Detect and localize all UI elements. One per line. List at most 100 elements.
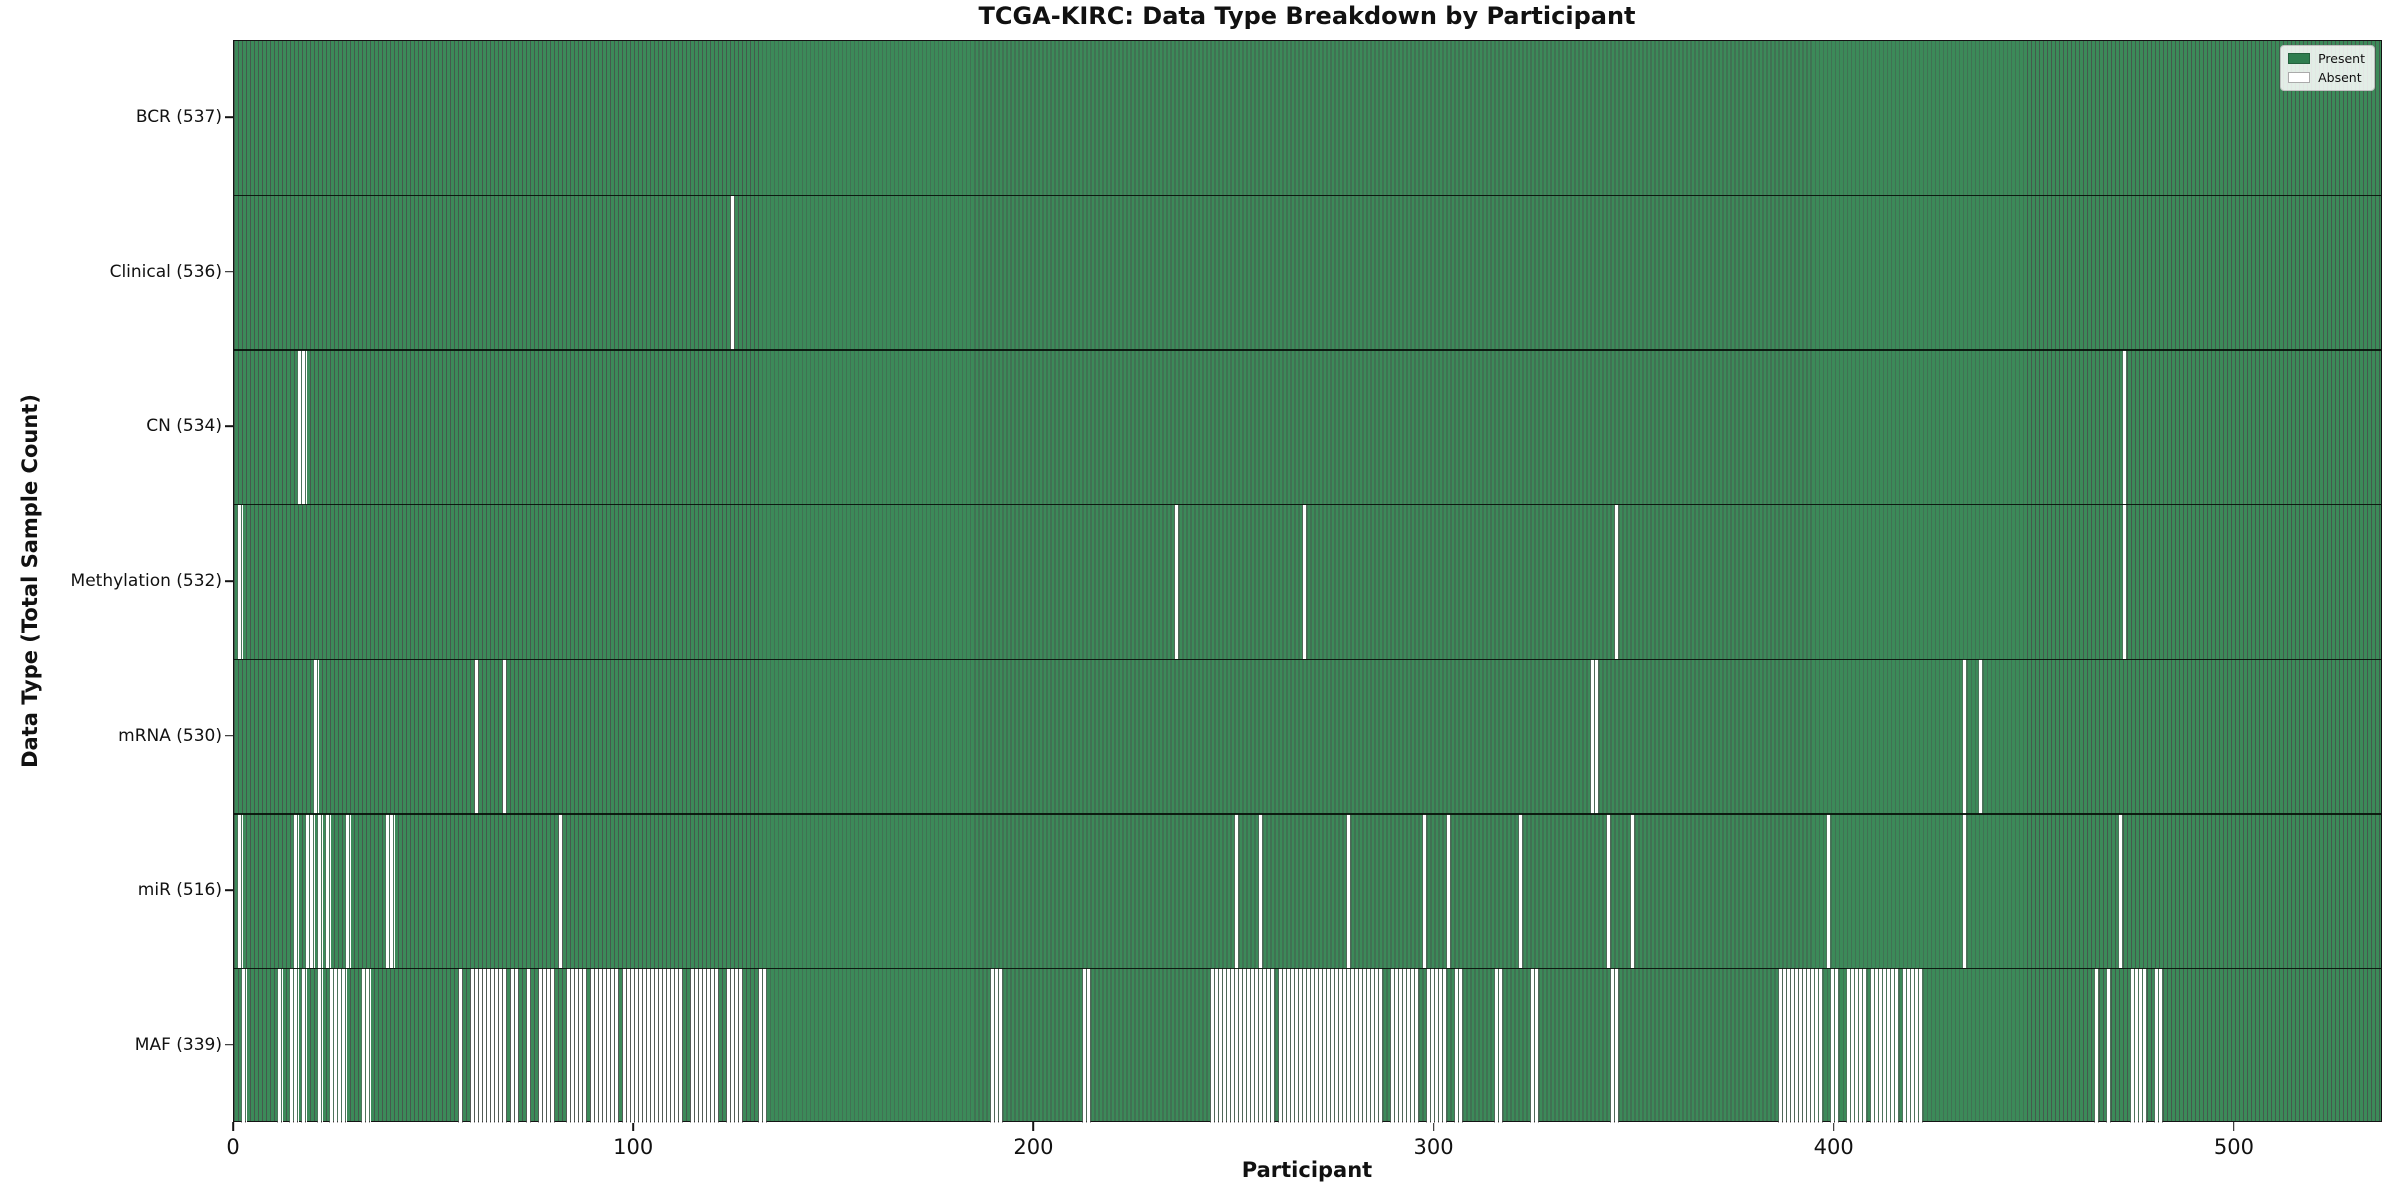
- absent-stripe-MAF: [241, 968, 247, 1123]
- y-tick-label-Methylation: Methylation (532): [70, 571, 222, 591]
- absent-stripe-MAF: [757, 968, 767, 1123]
- absent-stripe-MAF: [1830, 968, 1840, 1123]
- absent-stripe-miR: [2118, 813, 2124, 969]
- x-axis-label: Participant: [1241, 1158, 1373, 1182]
- absent-stripe-MAF: [1425, 968, 1448, 1123]
- legend-entry-absent: Absent: [2288, 70, 2365, 85]
- absent-stripe-Methylation: [237, 504, 243, 660]
- row-divider: [234, 194, 2381, 197]
- legend-entry-present: Present: [2288, 51, 2365, 66]
- absent-stripe-Methylation: [2122, 504, 2128, 660]
- row-divider: [234, 967, 2381, 970]
- x-tick-mark: [232, 1122, 234, 1131]
- x-tick-mark: [1032, 1122, 1035, 1131]
- absent-stripe-CN: [297, 350, 307, 505]
- absent-stripe-MAF: [537, 968, 555, 1123]
- absent-stripe-MAF: [509, 968, 519, 1123]
- absent-stripe-miR: [305, 813, 315, 969]
- absent-stripe-MAF: [621, 968, 683, 1123]
- x-tick-label: 0: [226, 1135, 240, 1159]
- absent-stripe-mRNA: [501, 659, 507, 814]
- absent-stripe-mRNA: [1590, 659, 1600, 814]
- x-tick-label: 100: [613, 1135, 654, 1159]
- absent-stripe-miR: [1518, 813, 1524, 969]
- absent-stripe-MAF: [469, 968, 507, 1123]
- absent-stripe-MAF: [689, 968, 719, 1123]
- absent-stripe-miR: [1962, 813, 1968, 969]
- absent-stripe-MAF: [2130, 968, 2148, 1123]
- x-tick-label: 300: [1413, 1135, 1454, 1159]
- absent-stripe-mRNA: [1962, 659, 1968, 814]
- x-tick-mark: [2233, 1122, 2235, 1131]
- absent-stripe-miR: [1233, 813, 1240, 969]
- absent-stripe-MAF: [525, 968, 531, 1123]
- absent-stripe-miR: [317, 813, 323, 969]
- absent-stripe-MAF: [1778, 968, 1824, 1123]
- absent-stripe-miR: [1630, 813, 1636, 969]
- plot-area: Present Absent: [233, 40, 2382, 1123]
- y-tick-mark: [225, 116, 233, 119]
- absent-stripe-miR: [345, 813, 351, 969]
- x-tick-mark: [632, 1122, 634, 1131]
- absent-stripe-mRNA: [313, 659, 319, 814]
- absent-stripe-miR: [1257, 813, 1264, 969]
- y-tick-label-MAF: MAF (339): [134, 1034, 222, 1055]
- absent-stripe-MAF: [2094, 968, 2100, 1123]
- absent-stripe-MAF: [1081, 968, 1091, 1123]
- absent-stripe-Clinical: [729, 195, 735, 351]
- x-tick-label: 500: [2213, 1135, 2254, 1159]
- absent-stripe-miR: [1421, 813, 1428, 969]
- absent-stripe-Methylation: [1614, 504, 1620, 660]
- absent-stripe-miR: [293, 813, 299, 969]
- x-tick-mark: [1432, 1122, 1435, 1131]
- chart-title: TCGA-KIRC: Data Type Breakdown by Partic…: [978, 2, 1636, 30]
- y-tick-mark: [225, 889, 233, 891]
- absent-stripe-miR: [1345, 813, 1352, 969]
- absent-stripe-MAF: [989, 968, 1003, 1123]
- absent-stripe-MAF: [725, 968, 743, 1123]
- absent-stripe-mRNA: [473, 659, 479, 814]
- absent-stripe-miR: [325, 813, 331, 969]
- absent-stripe-Methylation: [1173, 504, 1180, 660]
- absent-stripe-MAF: [1493, 968, 1504, 1123]
- absent-stripe-CN: [2122, 350, 2128, 505]
- absent-stripe-MAF: [2154, 968, 2164, 1123]
- y-tick-label-CN: CN (534): [146, 416, 222, 437]
- y-tick-mark: [225, 425, 233, 428]
- absent-stripe-MAF: [589, 968, 619, 1123]
- x-tick-label: 200: [1013, 1135, 1054, 1159]
- absent-stripe-miR: [1606, 813, 1612, 969]
- absent-stripe-MAF: [457, 968, 463, 1123]
- row-divider: [234, 813, 2381, 815]
- x-tick-mark: [1832, 1122, 1835, 1131]
- absent-stripe-MAF: [1277, 968, 1384, 1123]
- absent-stripe-MAF: [1209, 968, 1276, 1123]
- absent-stripe-MAF: [1610, 968, 1620, 1123]
- y-tick-mark: [225, 580, 233, 582]
- absent-stripe-MAF: [1846, 968, 1868, 1123]
- absent-stripe-MAF: [1453, 968, 1464, 1123]
- y-tick-label-BCR: BCR (537): [135, 107, 222, 128]
- y-tick-label-mRNA: mRNA (530): [118, 725, 222, 746]
- absent-stripe-MAF: [1902, 968, 1924, 1123]
- absent-stripe-MAF: [301, 968, 307, 1123]
- absent-stripe-MAF: [1389, 968, 1420, 1123]
- legend-absent-label: Absent: [2318, 70, 2362, 85]
- absent-stripe-MAF: [277, 968, 283, 1123]
- row-divider: [234, 504, 2381, 506]
- absent-stripe-Methylation: [1301, 504, 1308, 660]
- absent-stripe-MAF: [317, 968, 323, 1123]
- row-divider: [234, 349, 2381, 351]
- x-tick-label: 400: [1813, 1135, 1854, 1159]
- absent-stripe-miR: [1826, 813, 1832, 969]
- absent-stripe-miR: [385, 813, 395, 969]
- absent-stripe-MAF: [2106, 968, 2112, 1123]
- absent-stripe-MAF: [1530, 968, 1540, 1123]
- absent-stripe-mRNA: [1978, 659, 1984, 814]
- absent-stripe-MAF: [565, 968, 587, 1123]
- legend-present-swatch-icon: [2288, 53, 2311, 64]
- legend-present-label: Present: [2318, 51, 2365, 66]
- y-tick-mark: [225, 1043, 233, 1046]
- absent-stripe-MAF: [289, 968, 299, 1123]
- y-tick-mark: [225, 734, 233, 737]
